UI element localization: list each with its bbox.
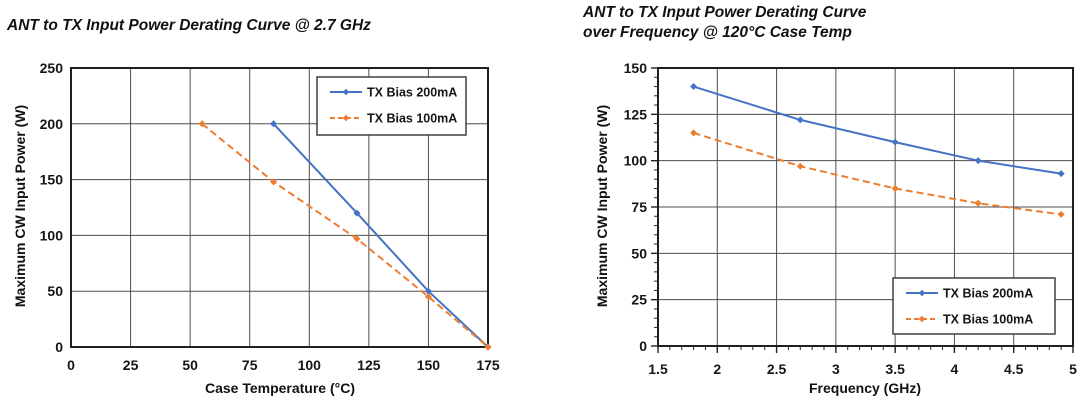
svg-text:TX Bias 100mA: TX Bias 100mA — [367, 112, 457, 126]
svg-text:5: 5 — [1069, 361, 1077, 377]
svg-text:100: 100 — [298, 357, 322, 373]
svg-text:250: 250 — [40, 60, 64, 76]
temperature-derating-plot: 0 25 50 75 100 125 150 175 0 50 100 150 200 250 TX Bia… — [40, 60, 500, 373]
svg-text:0: 0 — [55, 339, 63, 355]
svg-text:3: 3 — [832, 361, 840, 377]
svg-text:100: 100 — [624, 153, 648, 169]
svg-text:TX Bias 100mA: TX Bias 100mA — [943, 313, 1033, 327]
svg-text:125: 125 — [357, 357, 381, 373]
svg-text:0: 0 — [639, 338, 647, 354]
svg-text:150: 150 — [40, 172, 64, 188]
svg-text:2: 2 — [713, 361, 721, 377]
svg-text:0: 0 — [67, 357, 75, 373]
chart-title-line: over Frequency @ 120°C Case Temp — [583, 24, 852, 41]
svg-text:50: 50 — [182, 357, 198, 373]
svg-text:50: 50 — [631, 245, 647, 261]
svg-text:200: 200 — [40, 116, 64, 132]
svg-text:100: 100 — [40, 227, 64, 243]
svg-text:4: 4 — [951, 361, 959, 377]
chart-title: ANT to TX Input Power Derating Curve ove… — [583, 3, 866, 43]
svg-text:TX Bias 200mA: TX Bias 200mA — [943, 287, 1033, 301]
svg-text:1.5: 1.5 — [648, 361, 668, 377]
svg-text:150: 150 — [417, 357, 441, 373]
chart-title-line: ANT to TX Input Power Derating Curve @ 2… — [7, 17, 371, 34]
svg-text:125: 125 — [624, 106, 648, 122]
chart-title: ANT to TX Input Power Derating Curve @ 2… — [7, 16, 371, 36]
svg-text:25: 25 — [123, 357, 139, 373]
x-axis-label: Frequency (GHz) — [808, 380, 921, 396]
chart-title-line: ANT to TX Input Power Derating Curve — [583, 4, 867, 21]
svg-text:75: 75 — [242, 357, 258, 373]
svg-text:50: 50 — [47, 283, 63, 299]
x-axis-label: Case Temperature (°C) — [204, 380, 356, 396]
svg-text:75: 75 — [631, 199, 647, 215]
svg-text:TX Bias 200mA: TX Bias 200mA — [367, 86, 457, 100]
svg-text:150: 150 — [624, 60, 648, 76]
svg-text:2.5: 2.5 — [767, 361, 787, 377]
svg-text:4.5: 4.5 — [1004, 361, 1024, 377]
svg-text:25: 25 — [631, 292, 647, 308]
svg-text:3.5: 3.5 — [885, 361, 905, 377]
svg-text:175: 175 — [476, 357, 500, 373]
